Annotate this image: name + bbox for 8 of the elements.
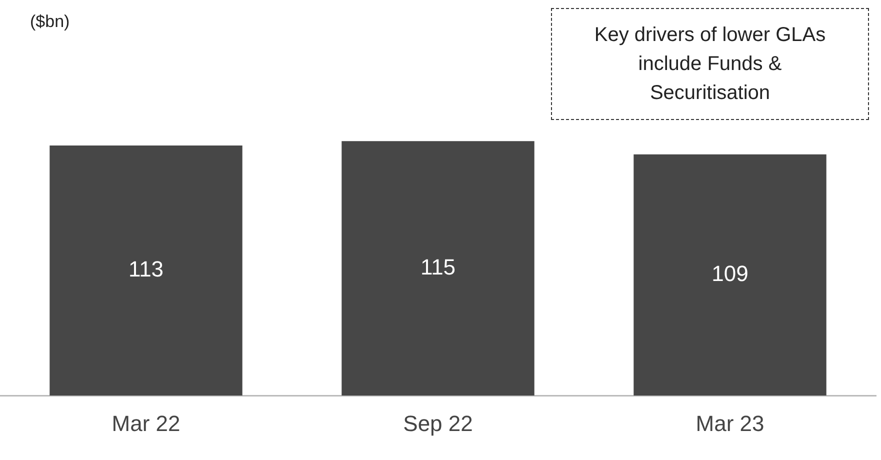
data-label: 109	[712, 261, 748, 286]
text: ($bn)	[30, 12, 70, 32]
x-tick-label: Sep 22	[403, 410, 473, 436]
x-tick-label: Mar 23	[696, 410, 764, 436]
data-label: 115	[420, 254, 456, 280]
data-label: 113	[128, 256, 164, 282]
x-tick-label: Mar 22	[112, 410, 180, 436]
text: Key drivers of lower GLAs include Funds & Securitisation	[551, 8, 869, 120]
